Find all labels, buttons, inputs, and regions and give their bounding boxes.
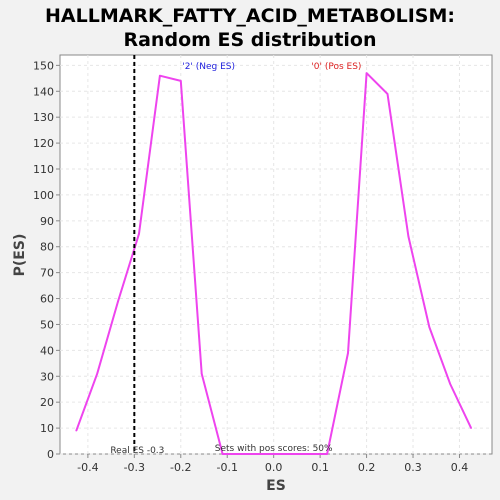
y-tick-label: 40 [40,344,54,357]
data-point [179,80,182,82]
series-layer [75,72,473,455]
x-tick-label: 0.0 [265,461,283,474]
y-tick-label: 150 [33,59,54,72]
data-point [305,453,307,455]
pos-scores-annotation: Sets with pos scores: 50% [215,444,333,454]
y-tick-label: 20 [40,396,54,409]
data-point [407,235,410,238]
data-point [470,427,472,429]
data-point [365,72,368,74]
data-point [138,232,140,235]
plot-area [59,54,493,455]
y-tick-label: 130 [33,111,54,124]
x-axis-label: ES [266,478,286,494]
data-point [284,453,287,455]
y-tick-label: 90 [40,215,54,228]
y-tick-label: 140 [33,85,54,98]
x-tick-label: 0.3 [404,461,422,474]
x-tick-label: -0.1 [216,461,237,474]
data-point [263,453,266,455]
x-tick-label: 0.1 [311,461,329,474]
y-axis-label: P(ES) [12,234,28,277]
data-point [386,93,389,95]
data-point [449,383,451,385]
data-point [200,372,203,375]
x-tick-label: -0.3 [124,461,145,474]
y-tick-label: 110 [33,163,54,176]
chart-title: HALLMARK_FATTY_ACID_METABOLISM: [45,5,455,27]
grid [60,55,492,455]
data-point [428,326,431,328]
y-tick-label: 10 [40,422,54,435]
x-tick-label: -0.2 [170,461,191,474]
pos-es-annotation: '0' (Pos ES) [311,62,361,72]
y-tick-label: 0 [47,448,54,461]
data-point [347,352,349,354]
data-point [221,453,224,455]
y-tick-label: 70 [40,267,54,280]
data-point [75,429,78,432]
x-tick-label: 0.2 [358,461,376,474]
y-tick-label: 100 [33,189,54,202]
axis-ticks: 0 10 20 30 40 50 60 70 80 90 100 110 120 130 140 150 -0.… [33,59,468,474]
data-point [326,453,328,455]
real-es-annotation: Real ES -0.3 [110,446,164,456]
neg-es-annotation: '2' (Neg ES) [182,62,235,72]
y-tick-label: 80 [40,241,54,254]
y-tick-label: 120 [33,137,54,150]
data-point [117,300,119,302]
data-point [159,74,161,77]
y-tick-label: 50 [40,318,54,331]
chart-subtitle: Random ES distribution [123,29,376,51]
data-point [242,453,245,455]
x-tick-label: -0.4 [77,461,98,474]
data-point [96,372,98,375]
x-tick-label: 0.4 [451,461,469,474]
y-tick-label: 30 [40,370,54,383]
y-tick-label: 60 [40,293,54,306]
es-distribution-line [75,72,473,455]
